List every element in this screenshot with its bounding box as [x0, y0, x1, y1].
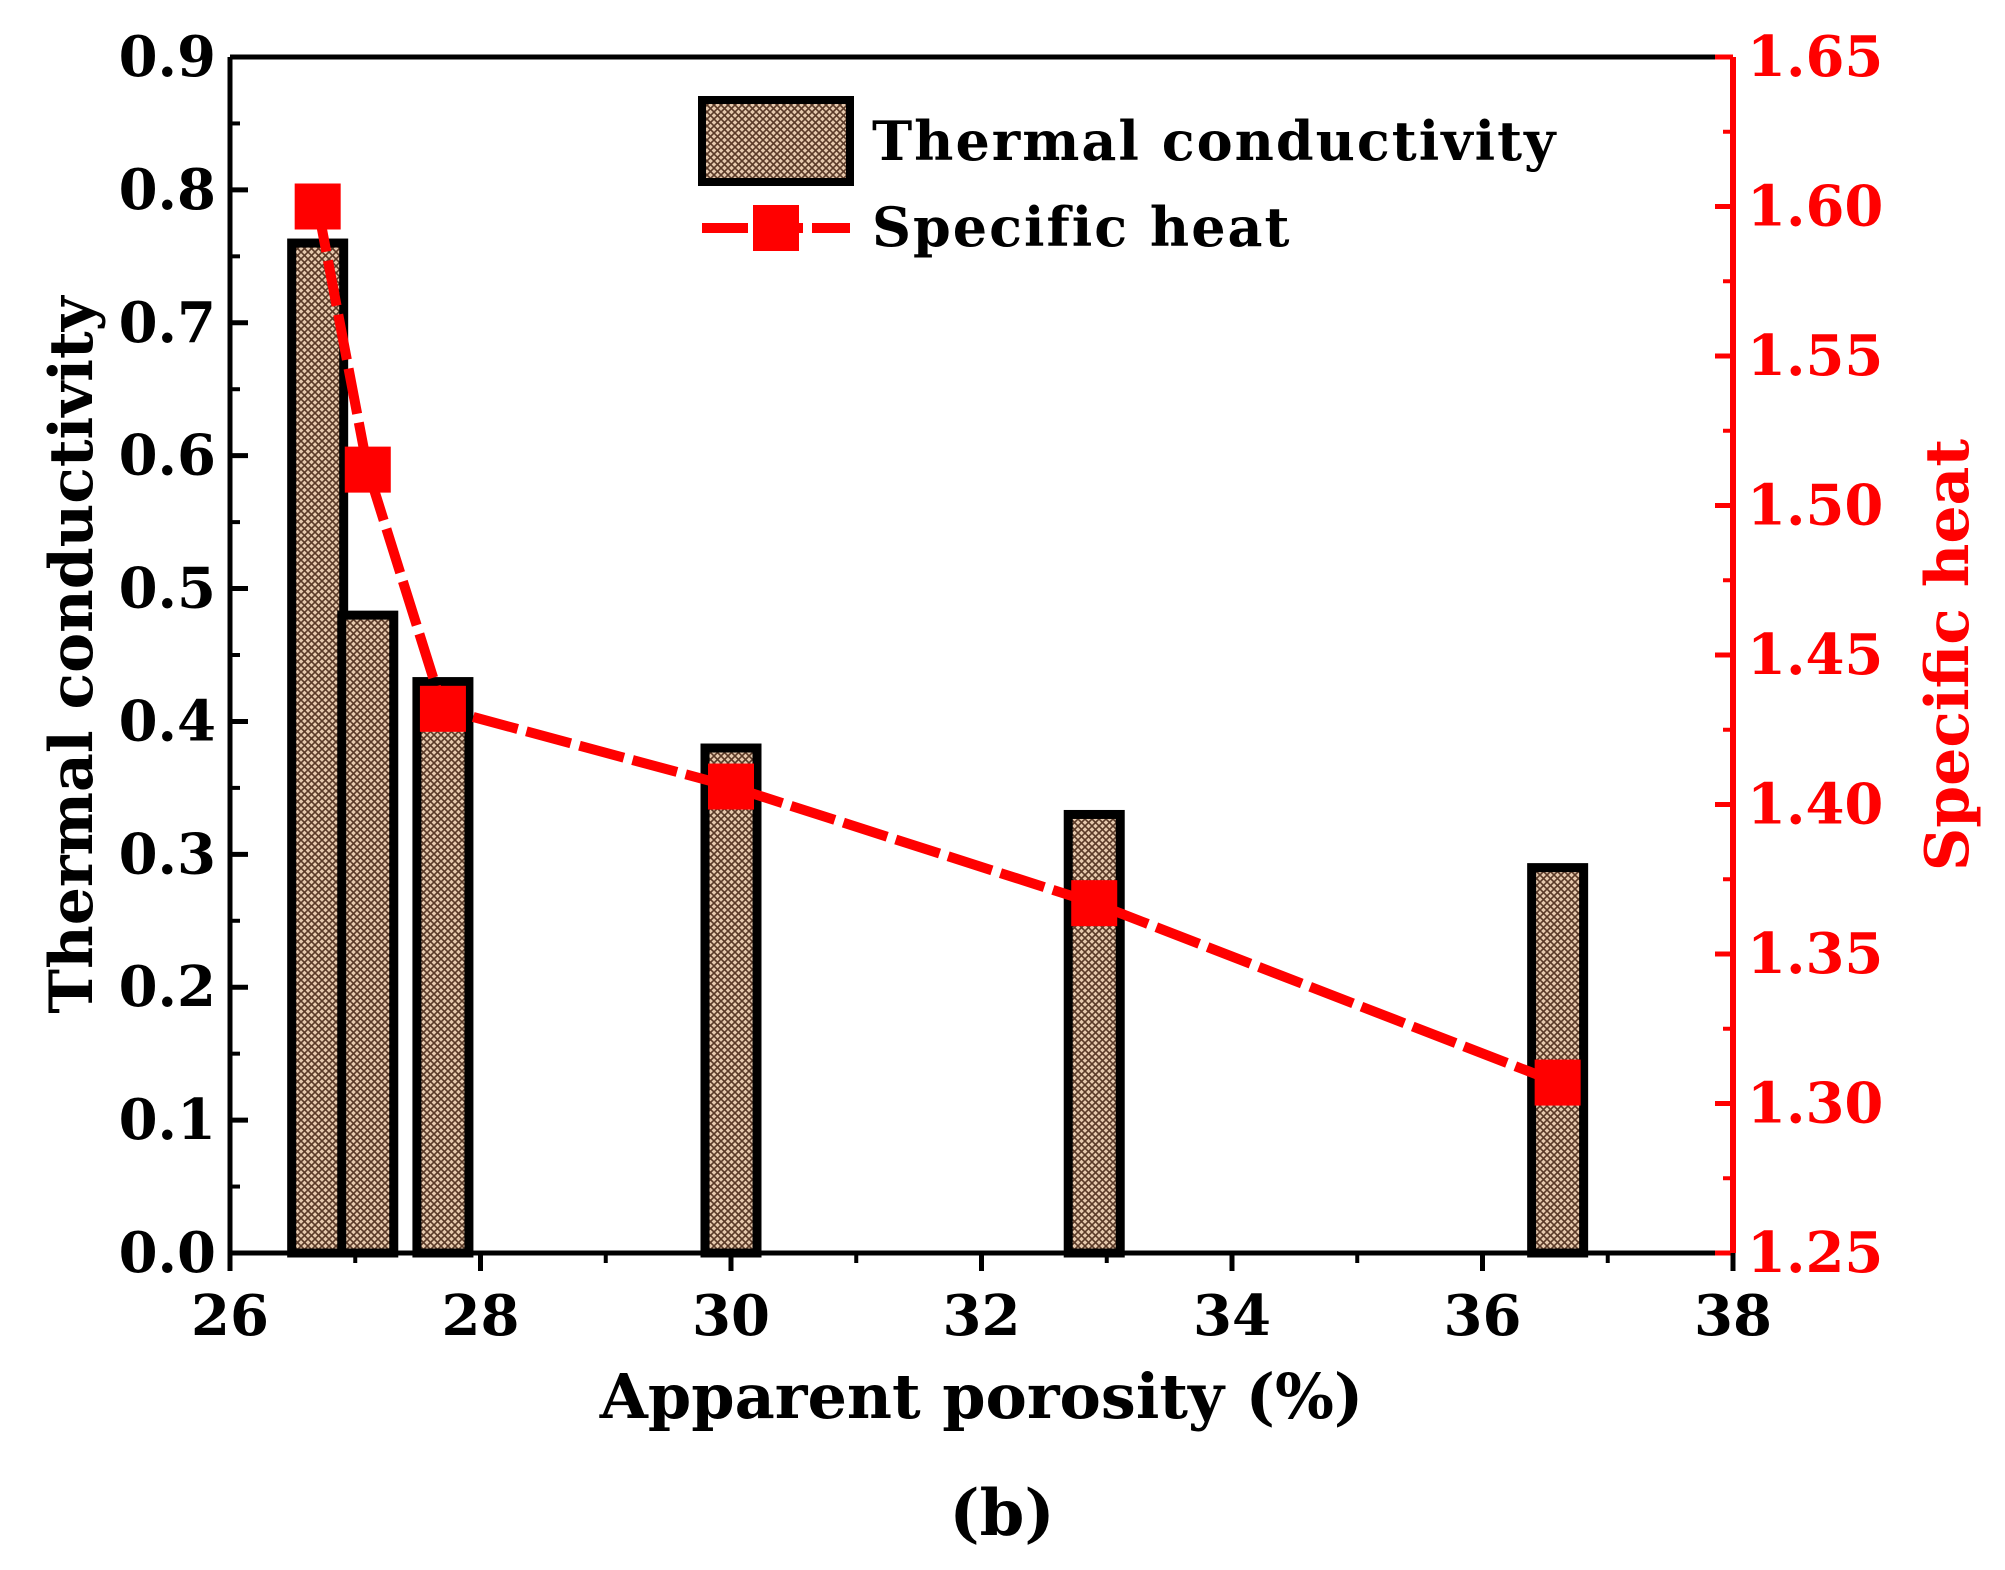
marker-specific-heat	[344, 446, 391, 493]
x-tick-label: 36	[1444, 1283, 1522, 1349]
y-right-tick-label: 1.30	[1747, 1071, 1883, 1137]
y-left-tick-label: 0.7	[119, 290, 216, 356]
marker-specific-heat	[708, 763, 754, 810]
y-left-tick-label: 0.5	[119, 556, 216, 622]
marker-specific-heat	[1534, 1059, 1581, 1106]
x-axis-title: Apparent porosity (%)	[599, 1360, 1363, 1433]
legend-swatch-thermal-conductivity	[698, 96, 854, 186]
y-right-tick-label: 1.35	[1747, 921, 1883, 987]
x-tick-label: 34	[1193, 1283, 1271, 1349]
y-left-tick-label: 0.3	[119, 821, 216, 887]
x-tick-label: 30	[692, 1283, 770, 1349]
x-tick-label: 28	[442, 1283, 520, 1349]
y-left-tick-label: 0.6	[119, 423, 216, 489]
y-left-tick-label: 0.0	[119, 1220, 216, 1286]
line-specific-heat	[312, 205, 1560, 1088]
legend-marker-specific-heat	[753, 205, 799, 251]
x-tick-label: 32	[943, 1283, 1021, 1349]
y-right-tick-label: 1.40	[1747, 772, 1883, 838]
y-right-tick-label: 1.65	[1747, 24, 1883, 90]
y-right-tick-label: 1.25	[1747, 1220, 1883, 1286]
y-left-tick-label: 0.8	[119, 157, 216, 223]
bar-thermal-conductivity	[337, 610, 399, 1258]
marker-specific-heat	[294, 183, 341, 230]
x-tick-label: 38	[1694, 1283, 1772, 1349]
y-right-tick-label: 1.60	[1747, 174, 1883, 240]
y-right-tick-label: 1.45	[1747, 622, 1883, 688]
plot-area: 0.0 0.1 0.2 0.3 0.4 0.5 0.6 0.7 0.8 0.9 1.25 1.30 1.…	[37, 24, 1983, 1551]
y-left-tick-label: 0.2	[119, 954, 216, 1020]
y-right-tick-label: 1.50	[1747, 473, 1883, 539]
x-tick-label: 26	[191, 1283, 269, 1349]
y-left-tick-label: 0.4	[119, 688, 216, 754]
y-left-tick-label: 0.9	[119, 24, 216, 90]
y-left-tick-label: 0.1	[119, 1087, 216, 1153]
bar-thermal-conductivity	[412, 677, 474, 1258]
bar-thermal-conductivity	[287, 238, 349, 1258]
bar-thermal-conductivity	[700, 743, 762, 1258]
y-left-axis-title: Thermal conductivity	[37, 294, 107, 1013]
panel-label: (b)	[949, 1476, 1054, 1551]
marker-specific-heat	[419, 685, 466, 732]
legend-label-specific-heat: Specific heat	[872, 195, 1291, 259]
marker-specific-heat	[1071, 880, 1118, 927]
y-right-tick-label: 1.55	[1747, 323, 1883, 389]
legend-label-thermal-conductivity: Thermal conductivity	[872, 109, 1557, 173]
y-right-axis-title: Specific heat	[1913, 439, 1983, 872]
